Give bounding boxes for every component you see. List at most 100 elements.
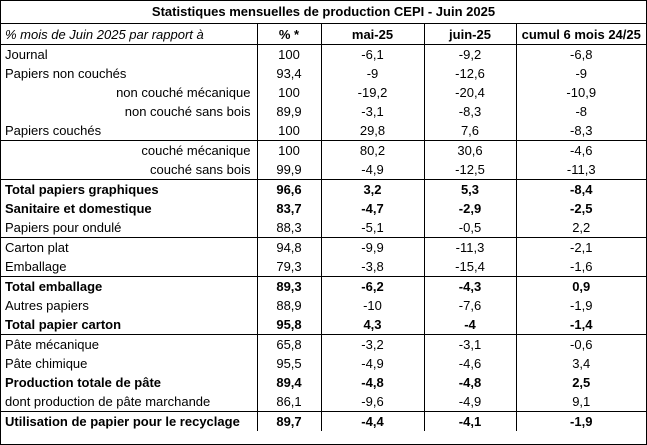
row-may: -4,9 <box>320 160 424 180</box>
row-cumul: 0,9 <box>515 276 646 296</box>
table-row: non couché mécanique 100 -19,2 -20,4 -10… <box>1 83 646 102</box>
row-may: -4,9 <box>320 354 424 373</box>
row-label: Utilisation de papier pour le recyclage <box>1 411 257 431</box>
table-row: couché mécanique 100 80,2 30,6 -4,6 <box>1 140 646 160</box>
row-cumul: -11,3 <box>515 160 646 180</box>
row-label: Emballage <box>5 259 67 274</box>
row-label: Total papiers graphiques <box>1 179 257 199</box>
row-cumul: -10,9 <box>515 83 646 102</box>
row-may: 29,8 <box>320 121 424 141</box>
row-cumul: -1,9 <box>515 296 646 315</box>
row-june: -4,3 <box>423 276 516 296</box>
row-may: -19,2 <box>320 83 424 102</box>
row-june: -2,9 <box>423 199 516 218</box>
row-pct: 89,9 <box>256 102 321 121</box>
header-row: % mois de Juin 2025 par rapport à % * ma… <box>1 24 646 45</box>
row-cumul: -1,9 <box>515 411 646 431</box>
table-row: Total papier carton 95,8 4,3 -4 -1,4 <box>1 315 646 335</box>
row-label: Sanitaire et domestique <box>5 201 152 216</box>
row-pct: 83,7 <box>256 199 321 218</box>
row-label: Papiers pour ondulé <box>5 220 122 235</box>
row-june: -4,8 <box>423 373 516 392</box>
table-row: non couché sans bois 89,9 -3,1 -8,3 -8 <box>1 102 646 121</box>
row-cumul: -2,5 <box>515 199 646 218</box>
table-row: Total papiers graphiques 96,6 3,2 5,3 -8… <box>1 179 646 199</box>
row-label: Production totale de pâte <box>5 375 162 390</box>
row-label: non couché sans bois <box>124 104 251 119</box>
row-may: -9,6 <box>320 392 424 412</box>
row-cumul: 2,5 <box>515 373 646 392</box>
row-cumul: -1,6 <box>515 257 646 277</box>
row-pct: 88,3 <box>256 218 321 238</box>
row-may: -9 <box>320 64 424 83</box>
row-label: dont production de pâte marchande <box>5 394 211 409</box>
row-cumul: -8,4 <box>515 179 646 199</box>
row-may: 80,2 <box>320 140 424 160</box>
row-june: -0,5 <box>423 218 516 238</box>
row-may: 4,3 <box>320 315 424 335</box>
row-pct: 89,3 <box>256 276 321 296</box>
row-june: -4,6 <box>423 354 516 373</box>
row-label: Pâte mécanique <box>1 334 257 354</box>
row-may: -3,2 <box>320 334 424 354</box>
row-may: -10 <box>320 296 424 315</box>
table-row: Emballage 79,3 -3,8 -15,4 -1,6 <box>1 257 646 277</box>
row-may: -5,1 <box>320 218 424 238</box>
row-cumul: -1,4 <box>515 315 646 335</box>
row-label: Journal <box>5 47 48 62</box>
row-pct: 89,4 <box>256 373 321 392</box>
row-label: Papiers couchés <box>5 123 102 138</box>
row-cumul: -9 <box>515 64 646 83</box>
row-may: -6,2 <box>320 276 424 296</box>
table-row: dont production de pâte marchande 86,1 -… <box>1 392 646 412</box>
header-cumul: cumul 6 mois 24/25 <box>515 24 646 45</box>
row-label: Papiers non couchés <box>5 66 127 81</box>
row-cumul: 3,4 <box>515 354 646 373</box>
row-pct: 95,5 <box>256 354 321 373</box>
row-label: couché sans bois <box>150 162 251 177</box>
row-label: Pâte chimique <box>5 356 88 371</box>
row-cumul: -4,6 <box>515 140 646 160</box>
row-cumul: -0,6 <box>515 334 646 354</box>
row-pct: 100 <box>256 140 321 160</box>
row-june: -9,2 <box>423 44 516 64</box>
row-cumul: -2,1 <box>515 237 646 257</box>
row-june: -4 <box>423 315 516 335</box>
table-row: Papiers pour ondulé 88,3 -5,1 -0,5 2,2 <box>1 218 646 238</box>
row-june: -8,3 <box>423 102 516 121</box>
row-june: -4,1 <box>423 411 516 431</box>
table-row: Total emballage 89,3 -6,2 -4,3 0,9 <box>1 276 646 296</box>
row-may: -4,4 <box>320 411 424 431</box>
row-cumul: -8 <box>515 102 646 121</box>
row-may: -4,8 <box>320 373 424 392</box>
table-row: Papiers non couchés 93,4 -9 -12,6 -9 <box>1 64 646 83</box>
row-pct: 86,1 <box>256 392 321 412</box>
table-row: Sanitaire et domestique 83,7 -4,7 -2,9 -… <box>1 199 646 218</box>
row-pct: 88,9 <box>256 296 321 315</box>
header-june: juin-25 <box>423 24 516 45</box>
row-label: Carton plat <box>1 237 257 257</box>
row-june: -15,4 <box>423 257 516 277</box>
header-pct: % * <box>256 24 321 45</box>
row-label: Total emballage <box>1 276 257 296</box>
row-label: non couché mécanique <box>116 85 251 100</box>
row-june: -4,9 <box>423 392 516 412</box>
row-label: Total papier carton <box>5 317 122 332</box>
row-pct: 65,8 <box>256 334 321 354</box>
row-pct: 100 <box>256 44 321 64</box>
row-cumul: 2,2 <box>515 218 646 238</box>
row-may: -9,9 <box>320 237 424 257</box>
table-row: Journal 100 -6,1 -9,2 -6,8 <box>1 44 646 64</box>
row-pct: 100 <box>256 83 321 102</box>
table-row: Pâte chimique 95,5 -4,9 -4,6 3,4 <box>1 354 646 373</box>
row-june: 30,6 <box>423 140 516 160</box>
row-pct: 89,7 <box>256 411 321 431</box>
row-june: -20,4 <box>423 83 516 102</box>
row-may: -4,7 <box>320 199 424 218</box>
row-may: -3,8 <box>320 257 424 277</box>
row-june: -11,3 <box>423 237 516 257</box>
production-table: % mois de Juin 2025 par rapport à % * ma… <box>1 24 646 431</box>
row-june: -3,1 <box>423 334 516 354</box>
row-pct: 99,9 <box>256 160 321 180</box>
